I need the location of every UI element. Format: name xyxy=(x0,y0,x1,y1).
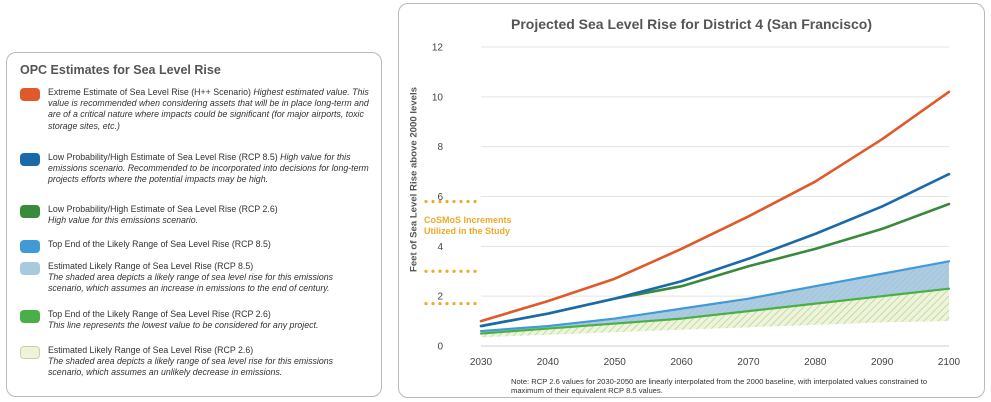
cosmos-dot xyxy=(459,302,463,306)
legend-swatch-rcp85-likely-top xyxy=(20,240,40,253)
cosmos-dot xyxy=(445,269,449,273)
legend-label-rcp85-likely-top: Top End of the Likely Range of Sea Level… xyxy=(48,239,271,249)
cosmos-dot xyxy=(473,302,477,306)
y-tick-label: 12 xyxy=(432,43,444,54)
legend-label-h-plus-plus: Extreme Estimate of Sea Level Rise (H++ … xyxy=(48,87,251,97)
legend-desc-rcp85-high: High value for this emissions scenario. … xyxy=(48,152,369,185)
legend-item-h-plus-plus: Extreme Estimate of Sea Level Rise (H++ … xyxy=(20,87,375,143)
legend-label-rcp85-likely-range: Estimated Likely Range of Sea Level Rise… xyxy=(48,261,254,271)
x-tick-label: 2080 xyxy=(804,357,827,368)
x-tick-label: 2100 xyxy=(938,357,961,368)
legend-panel: OPC Estimates for Sea Level Rise Extreme… xyxy=(6,52,382,397)
legend-label-rcp26-high: Low Probability/High Estimate of Sea Lev… xyxy=(48,204,278,214)
chart-note: Note: RCP 2.6 values for 2030-2050 are l… xyxy=(511,377,928,396)
cosmos-dot xyxy=(459,199,463,204)
y-tick-label: 2 xyxy=(437,292,443,303)
legend-item-rcp85-high: Low Probability/High Estimate of Sea Lev… xyxy=(20,152,375,198)
cosmos-dot xyxy=(424,302,428,306)
legend-label-rcp85-high: Low Probability/High Estimate of Sea Lev… xyxy=(48,152,278,162)
legend-swatch-rcp26-high xyxy=(20,205,40,218)
cosmos-dot xyxy=(424,269,428,273)
cosmos-annotation: CoSMoS Increments Utilized in the Study xyxy=(424,215,512,237)
cosmos-dot xyxy=(452,302,456,306)
x-tick-label: 2070 xyxy=(737,357,760,368)
legend-label-rcp26-likely-range: Estimated Likely Range of Sea Level Rise… xyxy=(48,345,254,355)
cosmos-line2: Utilized in the Study xyxy=(424,226,511,236)
cosmos-dot xyxy=(473,199,477,204)
legend-item-rcp85-likely-top: Top End of the Likely Range of Sea Level… xyxy=(20,239,375,255)
cosmos-dot xyxy=(466,269,470,273)
x-tick-label: 2030 xyxy=(470,357,493,368)
legend-desc-rcp26-high: High value for this emissions scenario. xyxy=(48,215,199,226)
legend-desc-rcp26-likely-range: The shaded area depicts a likely range o… xyxy=(48,356,334,378)
legend-label-rcp26-likely-top: Top End of the Likely Range of Sea Level… xyxy=(48,309,271,319)
chart-panel: Projected Sea Level Rise for District 4 … xyxy=(398,3,985,398)
y-tick-label: 0 xyxy=(437,342,443,353)
cosmos-dot xyxy=(445,199,449,204)
legend-desc-h-plus-plus: Highest estimated value. This value is r… xyxy=(48,87,369,131)
legend-swatch-rcp85-high xyxy=(20,153,40,166)
legend-desc-rcp26-likely-top: This line represents the lowest value to… xyxy=(48,320,319,331)
legend-swatch-rcp26-likely-range xyxy=(20,346,40,359)
cosmos-dot xyxy=(438,269,442,273)
cosmos-dot xyxy=(445,302,449,306)
cosmos-dot xyxy=(438,199,442,204)
cosmos-dot xyxy=(452,269,456,273)
y-tick-label: 10 xyxy=(432,92,444,103)
cosmos-dot xyxy=(438,302,442,306)
cosmos-dot xyxy=(431,269,435,273)
chart-title: Projected Sea Level Rise for District 4 … xyxy=(510,16,873,32)
cosmos-dot xyxy=(424,199,428,204)
sea-level-chart: 0 2 4 6 8 10 12 2030 2040 2050 2060 2070 2080 2090 210… xyxy=(424,43,961,368)
series-rcp85-likely-top xyxy=(479,260,951,333)
legend-item-rcp26-high: Low Probability/High Estimate of Sea Lev… xyxy=(20,204,375,230)
series-rcp26-likely-top xyxy=(479,287,951,335)
cosmos-dot xyxy=(459,269,463,273)
cosmos-dot xyxy=(466,302,470,306)
cosmos-line1: CoSMoS Increments xyxy=(424,215,512,225)
legend-swatch-rcp85-likely-range xyxy=(20,262,40,275)
cosmos-dot xyxy=(466,199,470,204)
legend-item-rcp85-likely-range: Estimated Likely Range of Sea Level Rise… xyxy=(20,261,375,301)
legend-desc-rcp85-likely-range: The shaded area depicts a likely range o… xyxy=(48,272,334,294)
cosmos-dot xyxy=(473,269,477,273)
legend-title: OPC Estimates for Sea Level Rise xyxy=(20,63,221,77)
series-rcp85-high xyxy=(479,172,951,328)
series-h-plus-plus xyxy=(479,90,951,323)
legend-item-rcp26-likely-top: Top End of the Likely Range of Sea Level… xyxy=(20,309,375,337)
x-tick-label: 2040 xyxy=(537,357,560,368)
y-tick-label: 8 xyxy=(437,142,443,153)
x-tick-label: 2090 xyxy=(871,357,894,368)
x-tick-label: 2050 xyxy=(604,357,627,368)
legend-swatch-h-plus-plus xyxy=(20,88,40,101)
legend-item-rcp26-likely-range: Estimated Likely Range of Sea Level Rise… xyxy=(20,345,375,385)
cosmos-dot xyxy=(452,199,456,204)
y-tick-label: 4 xyxy=(437,242,443,253)
legend-swatch-rcp26-likely-top xyxy=(20,310,40,323)
x-tick-label: 2060 xyxy=(670,357,693,368)
cosmos-dot xyxy=(431,302,435,306)
cosmos-dot xyxy=(431,199,435,204)
y-tick-label: 6 xyxy=(437,192,443,203)
